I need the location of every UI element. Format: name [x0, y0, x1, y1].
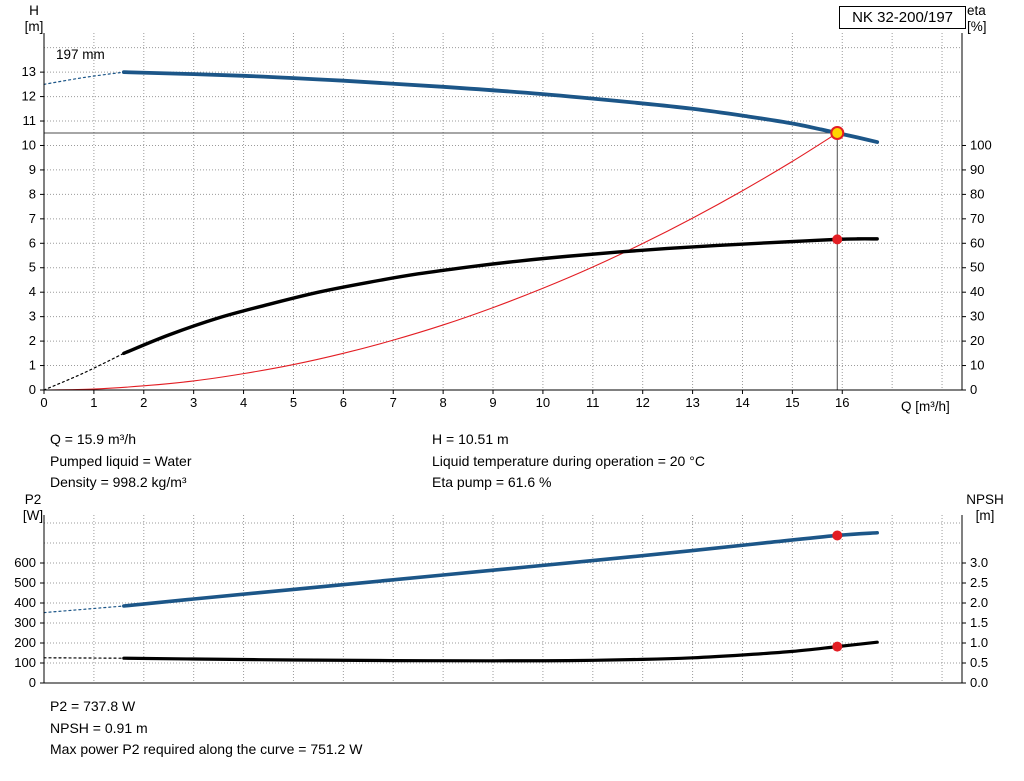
info-line-npsh: NPSH = 0.91 m [50, 719, 148, 736]
y-tick-label-left: 13 [22, 64, 36, 79]
y-tick-label-right: 20 [970, 333, 984, 348]
pump-model-badge: NK 32-200/197 [839, 6, 966, 29]
p2-axis-title-symbol: P2 [24, 492, 42, 507]
npsh-axis-title-symbol: NPSH [966, 492, 1004, 507]
x-tick-label: 3 [190, 395, 197, 410]
y-tick-label-right: 3.0 [970, 555, 988, 570]
y-tick-label-left: 5 [29, 260, 36, 275]
duty-info-right: H = 10.51 m Liquid temperature during op… [432, 429, 705, 494]
x-tick-label: 5 [290, 395, 297, 410]
x-tick-label: 14 [735, 395, 749, 410]
y-tick-label-right: 90 [970, 162, 984, 177]
y-tick-label-left: 600 [14, 555, 36, 570]
y-tick-label-left: 400 [14, 595, 36, 610]
h-axis-title-unit: [m] [24, 19, 44, 34]
y-tick-label-left: 3 [29, 309, 36, 324]
eta-point [832, 234, 843, 245]
y-tick-label-left: 12 [22, 89, 36, 104]
x-tick-label: 13 [685, 395, 699, 410]
y-tick-label-left: 500 [14, 575, 36, 590]
eta-axis-title-unit: [%] [967, 19, 987, 34]
head-curve [121, 70, 880, 144]
eta-axis-title: eta [%] [967, 3, 987, 35]
y-tick-label-right: 10 [970, 358, 984, 373]
x-tick-label: 16 [835, 395, 849, 410]
y-tick-label-left: 0 [29, 675, 36, 690]
x-tick-label: 4 [240, 395, 247, 410]
info-line-h: H = 10.51 m [432, 431, 509, 447]
system-curve [43, 132, 838, 391]
y-tick-label-right: 1.5 [970, 615, 988, 630]
x-tick-label: 2 [140, 395, 147, 410]
npsh-axis-title-unit: [m] [975, 508, 995, 523]
info-line-q: Q = 15.9 m³/h [50, 431, 136, 447]
npsh-axis-title: NPSH [m] [962, 492, 1008, 524]
impeller-diameter-label: 197 mm [56, 47, 105, 62]
q-axis-title: Q [m³/h] [901, 399, 950, 414]
info-line-liquid: Pumped liquid = Water [50, 452, 192, 469]
y-tick-label-left: 200 [14, 635, 36, 650]
y-tick-label-left: 7 [29, 211, 36, 226]
y-tick-label-left: 300 [14, 615, 36, 630]
x-tick-label: 8 [440, 395, 447, 410]
x-tick-label: 9 [489, 395, 496, 410]
info-line-density: Density = 998.2 kg/m³ [50, 474, 187, 490]
y-tick-label-right: 100 [970, 137, 992, 152]
y-tick-label-left: 2 [29, 333, 36, 348]
x-tick-label: 0 [40, 395, 47, 410]
y-tick-label-right: 0 [970, 382, 977, 397]
h-axis-title-symbol: H [29, 3, 39, 18]
result-info: P2 = 737.8 W NPSH = 0.91 m Max power P2 … [50, 696, 362, 761]
y-tick-label-left: 9 [29, 162, 36, 177]
y-tick-label-left: 100 [14, 655, 36, 670]
p2-curve-extension [43, 605, 125, 614]
x-tick-label: 7 [390, 395, 397, 410]
p2-curve [122, 530, 879, 608]
x-tick-label: 11 [586, 395, 600, 410]
p2-axis-title-unit: [W] [22, 508, 44, 523]
y-tick-label-right: 40 [970, 284, 984, 299]
x-tick-label: 15 [785, 395, 799, 410]
info-line-maxpower: Max power P2 required along the curve = … [50, 741, 363, 757]
y-tick-label-right: 2.5 [970, 575, 988, 590]
p2-axis-title: P2 [W] [18, 492, 48, 524]
y-tick-label-left: 1 [29, 358, 36, 373]
x-tick-label: 12 [635, 395, 649, 410]
y-tick-label-left: 11 [23, 113, 37, 128]
y-tick-label-left: 8 [29, 186, 36, 201]
p2-point [832, 530, 843, 541]
y-tick-label-right: 30 [970, 309, 984, 324]
y-tick-label-left: 10 [22, 137, 36, 152]
eta-curve-extension [43, 352, 125, 391]
y-tick-label-right: 1.0 [970, 635, 988, 650]
npsh-curve [122, 640, 879, 663]
power-npsh-chart: 0 100 200 300 400 500 600 0.0 0.5 1.0 1.5 2.0 2.5 3.0 [14, 515, 988, 690]
h-axis-title: H [m] [20, 3, 48, 35]
y-tick-label-left: 4 [29, 284, 36, 299]
info-line-p2: P2 = 737.8 W [50, 698, 136, 714]
info-line-eta: Eta pump = 61.6 % [432, 474, 552, 490]
y-tick-label-left: 0 [29, 382, 36, 397]
head-curve-extension [43, 71, 125, 85]
npsh-point [832, 641, 843, 652]
y-tick-label-right: 2.0 [970, 595, 988, 610]
duty-info-left: Q = 15.9 m³/h Pumped liquid = Water Dens… [50, 429, 192, 494]
y-tick-label-right: 80 [970, 186, 984, 201]
eta-axis-title-symbol: eta [967, 3, 986, 18]
x-tick-label: 6 [340, 395, 347, 410]
y-tick-label-left: 6 [29, 235, 36, 250]
y-tick-label-right: 0.0 [970, 675, 988, 690]
info-line-temperature: Liquid temperature during operation = 20… [432, 452, 705, 469]
x-tick-label: 10 [536, 395, 550, 410]
y-tick-label-right: 0.5 [970, 655, 988, 670]
duty-point [830, 126, 845, 141]
y-tick-label-right: 60 [970, 235, 984, 250]
eta-curve [122, 237, 879, 356]
qh-chart: 0 1 2 3 4 5 6 7 8 9 10 11 12 13 14 15 160123456789101112… [22, 33, 992, 410]
y-tick-label-right: 70 [970, 211, 984, 226]
x-tick-label: 1 [90, 395, 97, 410]
y-tick-label-right: 50 [970, 260, 984, 275]
